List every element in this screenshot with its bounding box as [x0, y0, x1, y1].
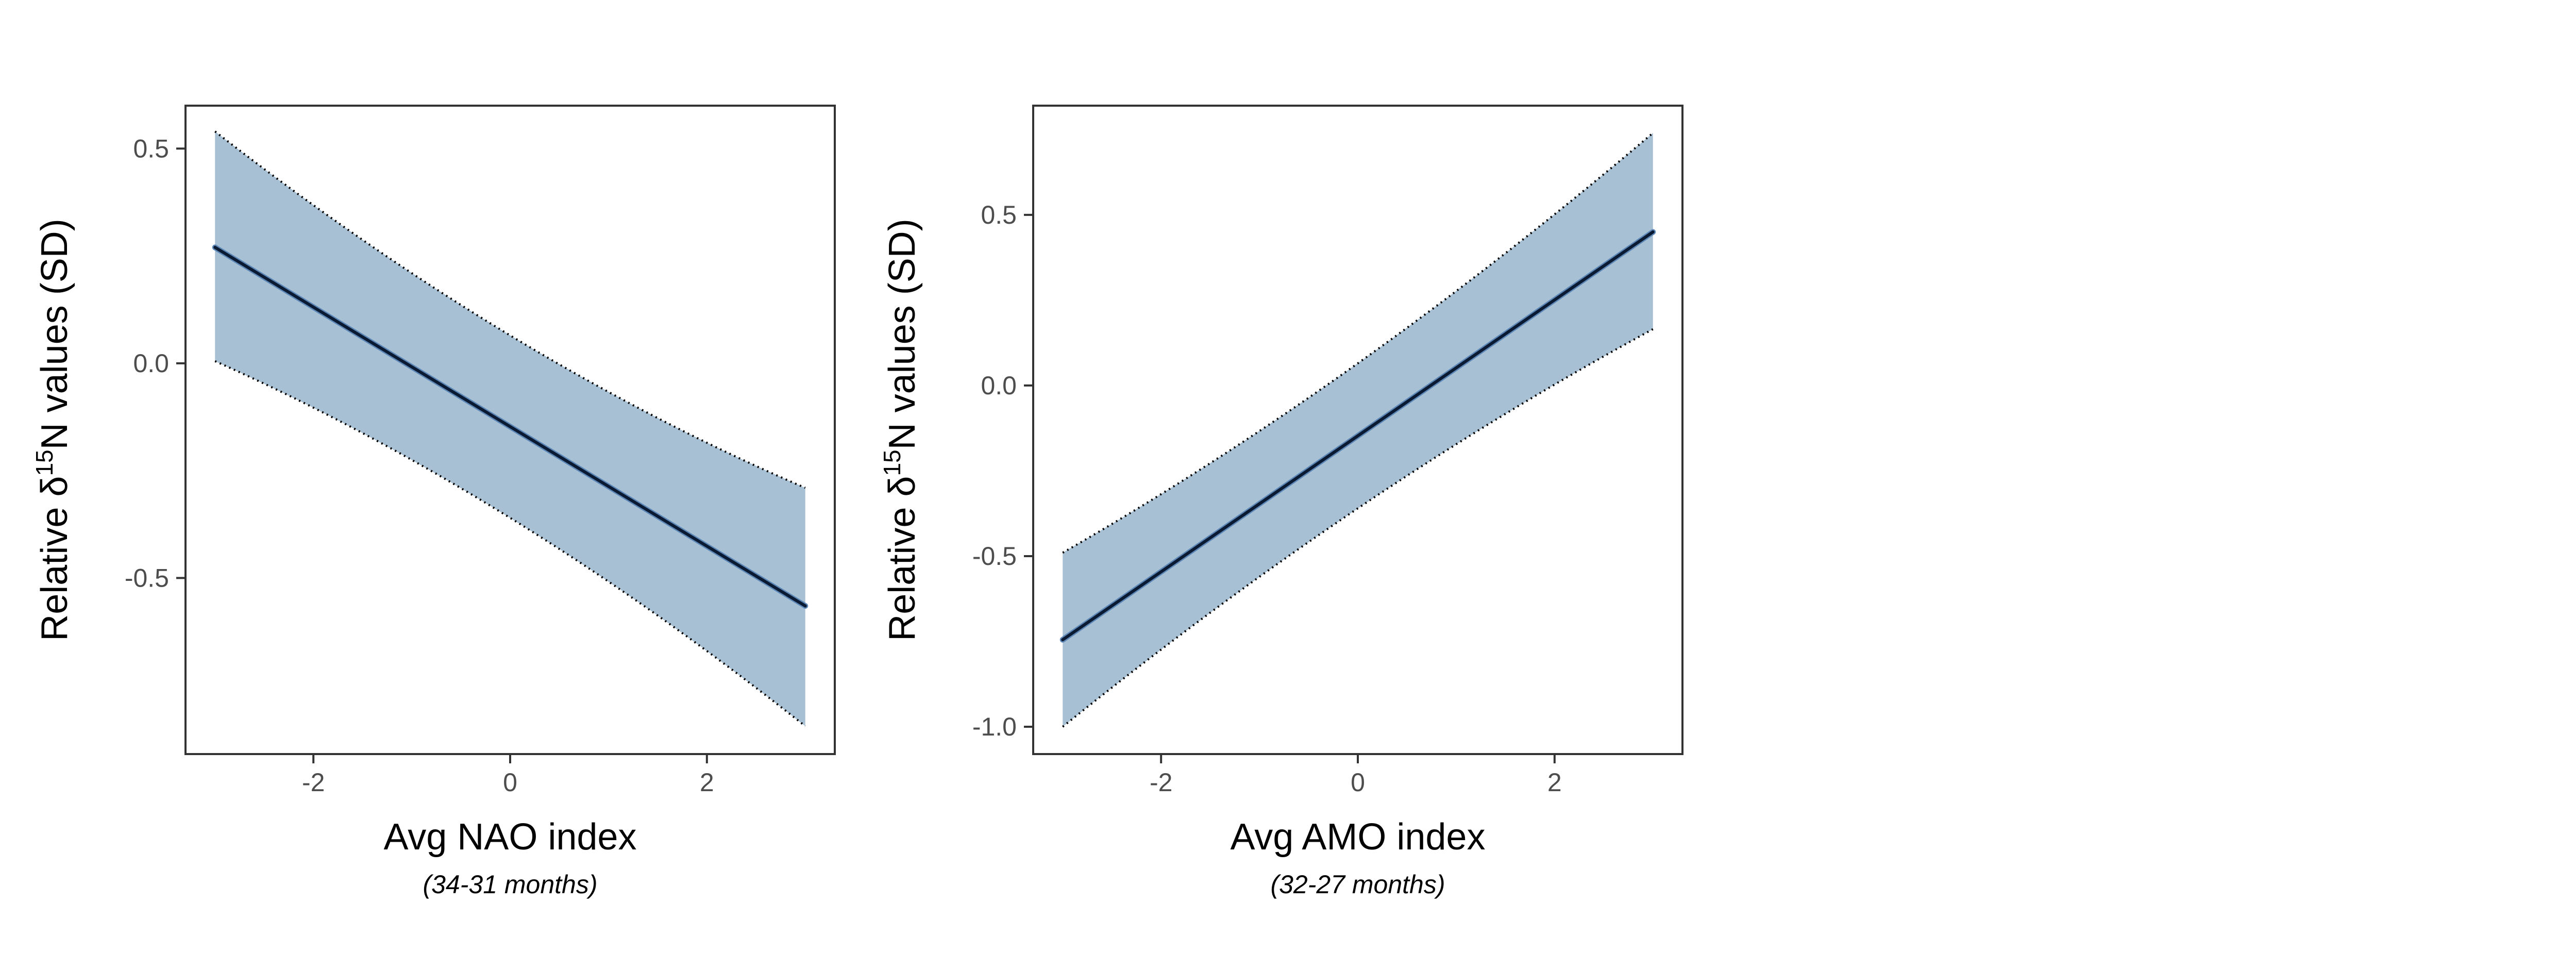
- y-axis-title-part: N values (SD): [34, 219, 75, 449]
- chart-panel-1: -2 0 2 0.5 0.0 -0.5 Avg NAO index (34-31 months…: [31, 105, 836, 899]
- upper-bound-line: [214, 130, 806, 489]
- lower-bound-line: [1062, 328, 1654, 728]
- x-tick-label: -2: [302, 768, 325, 797]
- y-axis-title: Relative δ15N values (SD): [31, 219, 75, 641]
- y-axis-title: Relative δ15N values (SD): [879, 219, 923, 641]
- chart-panel-2: -2 0 2 0.5 0.0 -0.5 -1.0 Avg AMO index (32-27 mo…: [879, 105, 1683, 899]
- x-tick-label: -2: [1150, 768, 1172, 797]
- y-tick-label: 0.5: [133, 134, 169, 163]
- upper-bound-line: [1062, 132, 1654, 554]
- y-axis-title-part: N values (SD): [882, 219, 923, 449]
- y-tick-label: -0.5: [972, 542, 1017, 571]
- y-axis-title-part: Relative δ: [882, 476, 923, 641]
- confidence-ribbon: [1063, 132, 1653, 727]
- x-tick-label: 2: [700, 768, 714, 797]
- x-tick-label: 2: [1547, 768, 1562, 797]
- x-axis-title: Avg NAO index: [384, 816, 637, 858]
- y-tick-label: -1.0: [972, 712, 1017, 741]
- x-axis-title: Avg AMO index: [1231, 816, 1486, 858]
- y-axis-title-part: Relative δ: [34, 476, 75, 641]
- y-tick-label: 0.0: [133, 349, 169, 378]
- x-axis-note: (34-31 months): [423, 870, 597, 899]
- x-axis-note: (32-27 months): [1270, 870, 1445, 899]
- y-tick-label: 0.5: [981, 201, 1017, 229]
- x-tick-label: 0: [1351, 768, 1365, 797]
- y-axis-title-superscript: 15: [31, 449, 58, 476]
- y-tick-label: -0.5: [125, 563, 169, 592]
- fit-line: [1061, 230, 1655, 642]
- fit-line: [213, 245, 807, 608]
- y-axis-title-superscript: 15: [879, 449, 905, 476]
- x-tick-label: 0: [503, 768, 517, 797]
- y-tick-label: 0.0: [981, 371, 1017, 400]
